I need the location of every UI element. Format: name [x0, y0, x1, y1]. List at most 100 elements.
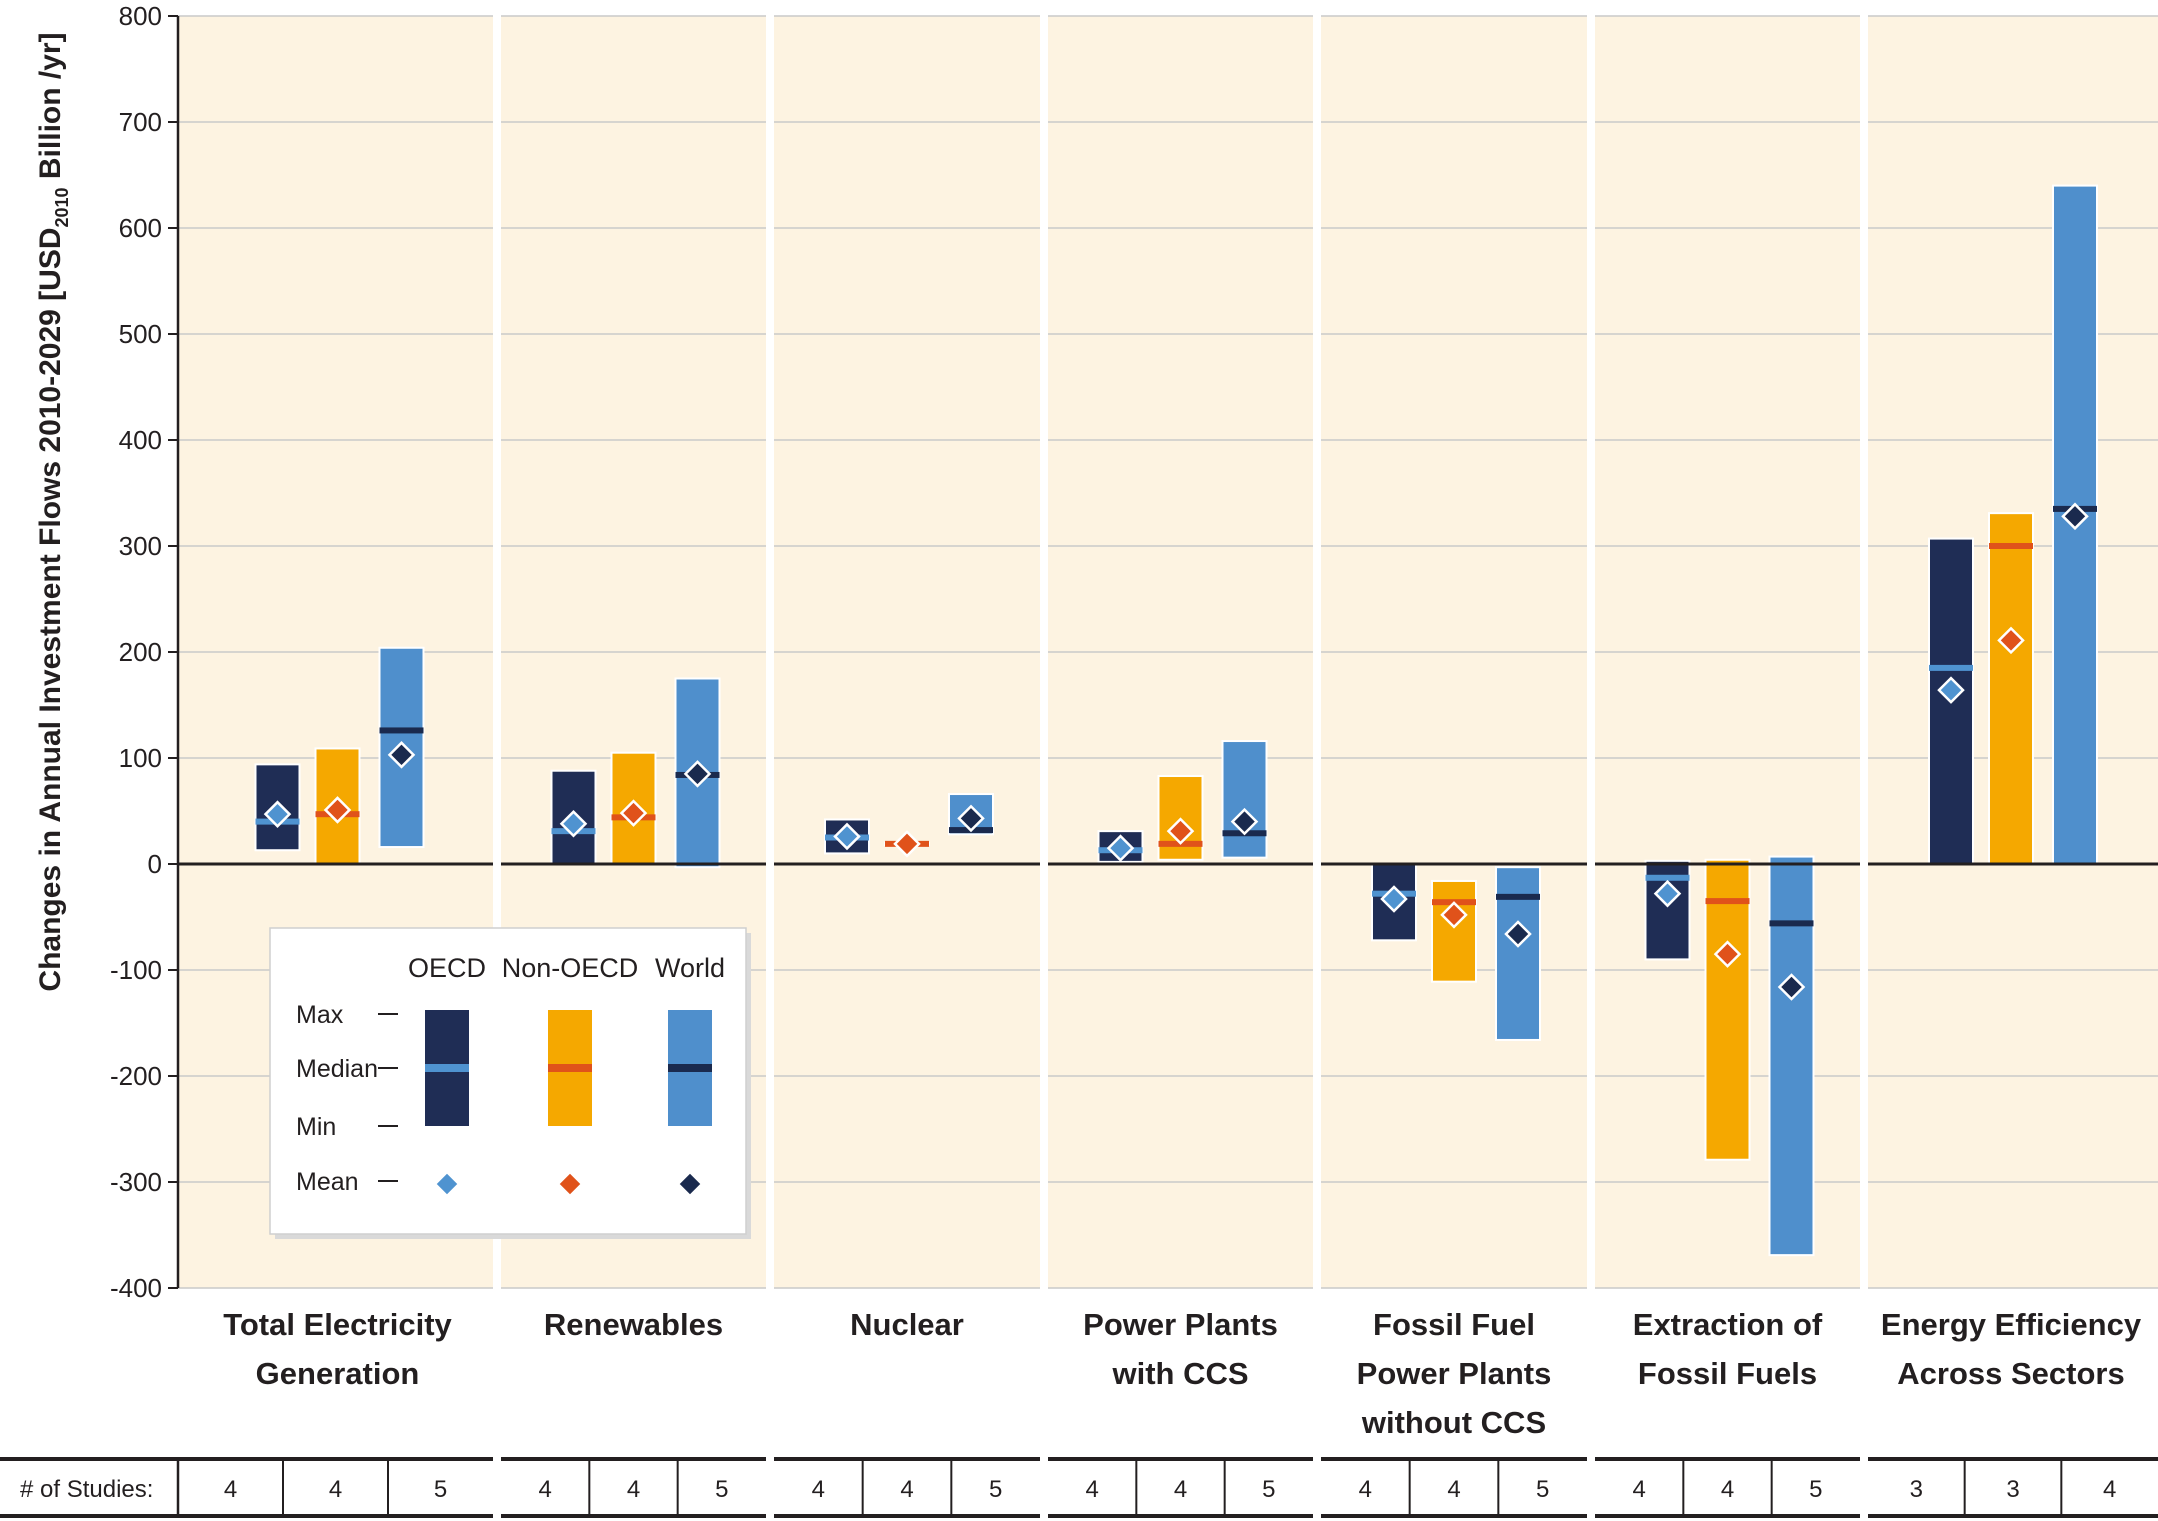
y-tick-label: 300	[119, 531, 162, 561]
range-bar-non-oecd	[1431, 879, 1477, 983]
category-label: Total Electricity	[223, 1307, 452, 1342]
category-label: Extraction of	[1633, 1307, 1823, 1342]
y-tick-label: 800	[119, 1, 162, 31]
studies-count: 3	[2006, 1476, 2019, 1503]
mean-marker-world	[683, 760, 712, 788]
y-tick-label: -100	[110, 955, 162, 985]
range-bar-world	[1768, 855, 1815, 1257]
category-label: Renewables	[544, 1307, 723, 1342]
studies-count: 5	[434, 1476, 447, 1503]
category-label: Generation	[256, 1356, 420, 1391]
median-line-world	[1496, 893, 1540, 900]
studies-count: 5	[715, 1476, 728, 1503]
y-axis: 800 700 600 500 400 300 200 100 0 -100 -200 -300 -40…	[34, 1, 180, 1303]
y-tick-label: 700	[119, 107, 162, 137]
legend-median-oecd	[425, 1064, 469, 1072]
legend-median-world	[668, 1064, 712, 1072]
legend-column-label: OECD	[408, 953, 486, 983]
mean-marker-world	[957, 804, 985, 833]
legend-mean-non-oecd	[556, 1170, 584, 1198]
studies-count: 4	[1447, 1476, 1460, 1503]
y-tick-label: 400	[119, 425, 162, 455]
panel-separator	[1313, 14, 1321, 1290]
median-line-oecd	[1929, 664, 1973, 671]
studies-count: 4	[1721, 1476, 1734, 1503]
studies-count: 4	[1085, 1476, 1098, 1503]
category-label: Energy Efficiency	[1881, 1307, 2142, 1342]
panel-separator	[1860, 14, 1868, 1290]
studies-table: # of Studies: 4 4 5 4 4 5 4 4 5 4 4 5 4 4 5 4 4 5 3 3 4	[0, 1457, 2158, 1518]
legend-mean-world	[676, 1170, 704, 1198]
panel-separator	[766, 14, 774, 1290]
median-line-oecd	[1645, 874, 1690, 881]
y-tick-label: 100	[119, 743, 162, 773]
legend-row-label: Median	[296, 1055, 378, 1083]
studies-count: 4	[538, 1476, 551, 1503]
legend-column-label: Non-OECD	[502, 953, 639, 983]
mean-marker-oecd	[1653, 879, 1682, 908]
category-label: Fossil Fuels	[1638, 1356, 1817, 1391]
range-bar-non-oecd	[1704, 858, 1751, 1161]
studies-count: 4	[1359, 1476, 1372, 1503]
median-line-non-oecd	[1705, 898, 1750, 905]
panel-separator	[493, 14, 501, 1290]
mean-marker-oecd	[1380, 885, 1408, 913]
y-tick-label: 500	[119, 319, 162, 349]
median-line-world	[1769, 920, 1814, 927]
mean-marker-non-oecd	[1166, 817, 1195, 845]
category-labels: Total Electricity Generation Renewables Nuc…	[223, 1307, 2142, 1440]
legend-row-label: Mean	[296, 1168, 359, 1196]
mean-marker-world	[1504, 920, 1532, 948]
mean-marker-oecd	[263, 800, 292, 828]
category-label: with CCS	[1111, 1356, 1248, 1391]
range-bar-world	[1495, 866, 1541, 1041]
studies-count: 4	[1174, 1476, 1187, 1503]
studies-count: 4	[329, 1476, 342, 1503]
y-axis-title: Changes in Annual Investment Flows 2010-…	[34, 32, 72, 991]
mean-marker-non-oecd	[323, 796, 352, 824]
studies-row-label: # of Studies:	[20, 1476, 153, 1503]
legend-box	[269, 927, 747, 1235]
y-tick-label: -400	[110, 1273, 162, 1303]
y-axis-title-main: Changes in Annual Investment Flows 2010-…	[34, 227, 67, 991]
legend-mean-oecd	[433, 1170, 461, 1198]
category-label: Fossil Fuel	[1373, 1307, 1535, 1342]
studies-count: 3	[1910, 1476, 1923, 1503]
legend-median-non-oecd	[548, 1064, 592, 1072]
mean-marker-non-oecd	[1713, 940, 1742, 968]
y-axis-title-subscript: 2010	[52, 187, 72, 227]
mean-marker-non-oecd	[1440, 901, 1468, 929]
panel-separator	[1587, 14, 1595, 1290]
panel-separator	[1040, 14, 1048, 1290]
studies-count: 4	[224, 1476, 237, 1503]
y-tick-label: -200	[110, 1061, 162, 1091]
studies-count: 4	[627, 1476, 640, 1503]
mean-marker-world	[1230, 807, 1259, 836]
category-label: without CCS	[1361, 1405, 1546, 1440]
category-label: Power Plants	[1083, 1307, 1278, 1342]
mean-marker-non-oecd	[1997, 626, 2025, 655]
mean-marker-oecd	[1106, 834, 1135, 862]
legend-column-label: World	[655, 953, 725, 983]
category-label: Nuclear	[850, 1307, 964, 1342]
range-bars	[254, 184, 2098, 1257]
y-tick-label: 600	[119, 213, 162, 243]
mean-marker-oecd	[559, 809, 588, 838]
category-label: Across Sectors	[1897, 1356, 2124, 1391]
studies-count: 4	[2103, 1476, 2116, 1503]
studies-count: 4	[900, 1476, 913, 1503]
mean-marker-oecd	[833, 822, 861, 851]
mean-marker-world	[1777, 973, 1806, 1001]
y-tick-label: -300	[110, 1167, 162, 1197]
legend: OECD Non-OECD World Max Median Min Mean	[269, 927, 751, 1239]
mean-marker-non-oecd	[893, 830, 921, 858]
studies-count: 4	[1632, 1476, 1645, 1503]
mean-marker-world	[2061, 502, 2089, 531]
range-bar-non-oecd	[610, 751, 657, 866]
y-tick-label: 200	[119, 637, 162, 667]
y-tick-label: 0	[148, 849, 162, 879]
legend-row-label: Max	[296, 1001, 344, 1029]
studies-count: 5	[989, 1476, 1002, 1503]
mean-marker-world	[387, 741, 416, 769]
